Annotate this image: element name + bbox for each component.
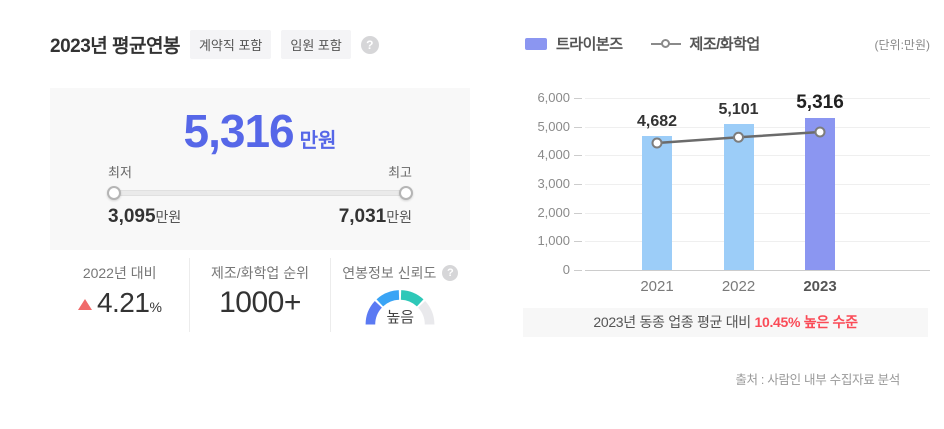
gauge-arc — [365, 290, 435, 325]
y-axis-tick-label: 6,000 — [537, 90, 570, 105]
reliability-gauge: 높음 — [363, 287, 437, 326]
gauge-segment-2 — [376, 290, 400, 307]
y-axis-tick-label: 3,000 — [537, 176, 570, 191]
y-axis-tick-mark — [574, 270, 582, 271]
legend-industry-label: 제조/화학업 — [689, 36, 761, 53]
bar-2023[interactable] — [805, 117, 835, 270]
gauge-segment-4 — [418, 301, 435, 325]
legend-item-company: 트라이본즈 — [525, 33, 623, 54]
unit-note: (단위:만원) — [874, 38, 931, 52]
grid-line — [585, 184, 930, 185]
x-axis-label-2022: 2022 — [721, 278, 756, 295]
badge-executives-included: 임원 포함 — [281, 30, 351, 59]
x-axis-label-2023: 2023 — [803, 278, 837, 295]
bar-value-label-2022: 5,101 — [718, 100, 759, 118]
chart-legend: 트라이본즈 제조/화학업 — [525, 33, 788, 54]
range-min-label: 최저 — [108, 165, 132, 180]
y-axis-tick-label: 2,000 — [537, 204, 570, 220]
stat-reliability: 연봉정보 신뢰도 ? 높음 — [329, 258, 470, 332]
stat-rank-value: 1000+ — [219, 286, 301, 319]
banner-highlight: 10.45% 높은 수준 — [754, 314, 858, 330]
range-min-value: 3,095만원 — [108, 206, 182, 227]
y-axis-tick-label: 1,000 — [537, 233, 570, 249]
salary-range: 최저 최고 3,095만원 7,031만원 — [107, 162, 413, 228]
bar-value-label-2023: 5,316 — [796, 91, 844, 113]
x-axis-baseline — [585, 270, 930, 271]
y-axis-tick-mark — [574, 98, 582, 99]
y-axis-tick-mark — [574, 212, 582, 214]
grid-line — [585, 126, 930, 128]
bar-value-label-2021: 4,682 — [636, 112, 678, 130]
stat-yoy: 2022년 대비 4.21% — [50, 258, 189, 332]
range-slider-handle-min[interactable] — [107, 186, 121, 200]
legend-item-industry: 제조/화학업 — [650, 33, 761, 54]
gauge-segment-3 — [400, 290, 424, 307]
salary-amount: 5,316 — [183, 105, 295, 157]
bar-chart: 4,682 2021 5,101 2022 5,316 2023 0 1,000 2,000 3… — [520, 88, 932, 300]
y-axis-tick-mark — [574, 184, 582, 185]
source-note: 출처 : 사람인 내부 수집자료 분석 — [735, 373, 900, 387]
reliability-value: 높음 — [386, 309, 415, 326]
average-salary-amount: 5,316 만원 — [50, 108, 470, 154]
x-axis-label-2021: 2021 — [640, 278, 674, 295]
range-max-value: 7,031만원 — [338, 206, 412, 227]
badge-contract-included: 계약직 포함 — [189, 30, 272, 59]
y-axis-tick-label: 0 — [562, 262, 570, 277]
grid-line — [585, 98, 930, 99]
stat-reliability-label: 연봉정보 신뢰도 — [342, 265, 437, 281]
grid-line — [585, 212, 930, 214]
stat-yoy-value: 4.21% — [50, 287, 189, 319]
bar-2022[interactable] — [723, 123, 754, 270]
line-marker-2023[interactable] — [814, 126, 826, 138]
title-help-icon[interactable]: ? — [360, 35, 379, 54]
grid-line — [585, 155, 930, 157]
legend-company-label: 트라이본즈 — [556, 36, 623, 53]
bar-swatch-icon — [525, 37, 547, 50]
up-triangle-icon — [77, 299, 92, 310]
stat-industry-rank: 제조/화학업 순위 1000+ — [189, 258, 329, 332]
gauge-segment-1 — [365, 301, 383, 325]
reliability-help-icon[interactable]: ? — [442, 265, 459, 281]
line-marker-2021[interactable] — [651, 137, 663, 149]
y-axis-tick-mark — [574, 126, 582, 128]
y-axis-tick-mark — [574, 155, 582, 157]
comparison-banner: 2023년 동종 업종 평균 대비 10.45% 높은 수준 — [523, 308, 928, 337]
average-salary-card: 5,316 만원 최저 최고 3,095만원 7,031만원 — [50, 88, 470, 250]
y-axis-tick-label: 4,000 — [537, 147, 570, 163]
salary-header: 2023년 평균연봉 계약직 포함 임원 포함 ? — [50, 30, 379, 59]
range-max-label: 최고 — [388, 165, 412, 180]
y-axis-tick-label: 5,000 — [537, 118, 570, 134]
page-title: 2023년 평균연봉 — [50, 36, 180, 57]
grid-line — [585, 241, 930, 243]
range-slider-handle-max[interactable] — [399, 186, 413, 200]
line-marker-icon — [650, 38, 681, 49]
stats-row: 2022년 대비 4.21% 제조/화학업 순위 1000+ 연봉정보 신뢰도 … — [50, 258, 470, 332]
line-marker-2022[interactable] — [733, 131, 744, 143]
y-axis-tick-mark — [574, 241, 582, 243]
salary-amount-unit: 만원 — [299, 130, 337, 152]
industry-average-line — [651, 126, 826, 149]
bar-2021[interactable] — [642, 135, 672, 270]
banner-prefix: 2023년 동종 업종 평균 대비 — [593, 314, 755, 330]
range-slider-track[interactable] — [107, 186, 413, 200]
stat-yoy-label: 2022년 대비 — [82, 265, 157, 281]
plot-area: 4,682 2021 5,101 2022 5,316 2023 — [585, 92, 930, 295]
stat-rank-label: 제조/화학업 순위 — [211, 265, 309, 281]
